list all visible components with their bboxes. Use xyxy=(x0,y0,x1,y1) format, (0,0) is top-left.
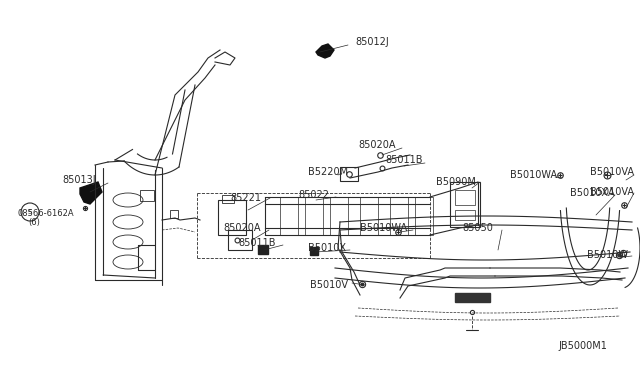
Text: 85012J: 85012J xyxy=(355,37,388,47)
Text: B5090M: B5090M xyxy=(436,177,476,187)
Text: 85050: 85050 xyxy=(462,223,493,233)
Bar xyxy=(330,197,348,235)
Text: 85013J: 85013J xyxy=(62,175,95,185)
Polygon shape xyxy=(316,44,334,58)
Text: B5010WA: B5010WA xyxy=(510,170,557,180)
Text: B5010V: B5010V xyxy=(310,280,348,290)
Bar xyxy=(340,167,358,181)
Text: B5010XA: B5010XA xyxy=(570,188,614,198)
Bar xyxy=(140,190,154,201)
Text: JB5000M1: JB5000M1 xyxy=(558,341,607,351)
Text: 85022: 85022 xyxy=(298,190,329,200)
Polygon shape xyxy=(258,245,268,254)
Bar xyxy=(170,210,178,218)
Text: S: S xyxy=(28,209,32,215)
Polygon shape xyxy=(455,293,490,302)
Text: B5010W: B5010W xyxy=(587,250,628,260)
Text: 08566-6162A: 08566-6162A xyxy=(18,208,75,218)
Text: (6): (6) xyxy=(28,218,40,228)
Text: B5010WA: B5010WA xyxy=(360,223,407,233)
Text: B5010VA: B5010VA xyxy=(590,187,634,197)
Text: 85020A: 85020A xyxy=(223,223,260,233)
Text: B5220M: B5220M xyxy=(308,167,348,177)
Bar xyxy=(222,195,234,203)
Bar xyxy=(390,197,408,235)
Bar xyxy=(280,197,298,235)
Bar xyxy=(305,197,323,235)
Text: 85011B: 85011B xyxy=(385,155,422,165)
Bar xyxy=(218,200,246,235)
Text: 85020A: 85020A xyxy=(358,140,396,150)
Bar xyxy=(450,182,480,227)
Bar xyxy=(415,197,433,235)
Polygon shape xyxy=(310,247,318,255)
Bar xyxy=(455,210,475,220)
Text: 85011B: 85011B xyxy=(238,238,275,248)
Text: B5010X: B5010X xyxy=(308,243,346,253)
Bar xyxy=(455,190,475,205)
Bar xyxy=(360,197,378,235)
Text: B5010VA: B5010VA xyxy=(590,167,634,177)
Polygon shape xyxy=(80,182,102,204)
Bar xyxy=(228,230,252,250)
Text: 85221: 85221 xyxy=(230,193,261,203)
